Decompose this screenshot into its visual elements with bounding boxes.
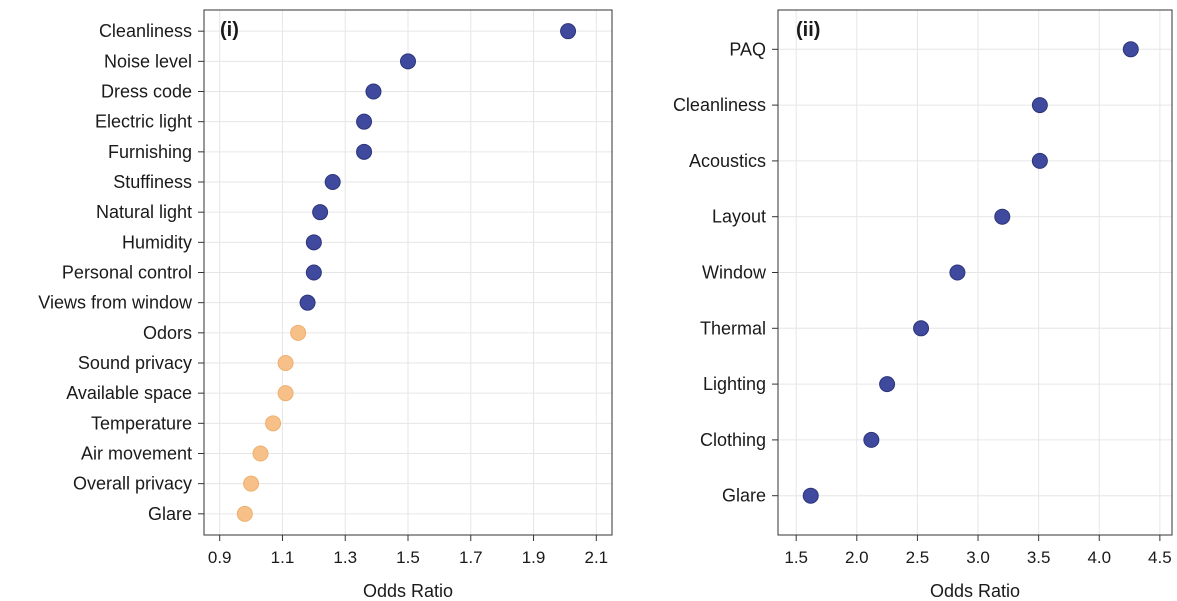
x-tick-label: 4.0 [1087,548,1111,567]
data-point [243,475,260,492]
data-point [400,53,416,70]
data-point [913,320,930,337]
x-tick-label: 1.3 [333,548,357,567]
data-point [252,445,269,462]
x-tick-label: 2.1 [584,548,608,567]
category-label: Thermal [700,318,766,338]
data-point [324,174,341,191]
x-tick-label: 1.5 [396,548,420,567]
category-label: Cleanliness [673,95,766,115]
data-point [560,23,577,40]
data-point [277,385,294,402]
data-point [356,113,373,130]
data-point [277,354,294,371]
category-label: Views from window [38,293,193,313]
x-tick-label: 2.5 [906,548,930,567]
x-tick-label: 0.9 [208,548,232,567]
category-label: Clothing [700,430,766,450]
data-point [863,431,880,448]
data-point [356,143,373,160]
category-label: PAQ [729,39,766,59]
data-point [1031,97,1048,114]
category-label: Electric light [95,112,192,132]
category-label: Window [702,263,767,283]
category-label: Layout [712,207,766,227]
category-label: Available space [66,383,192,403]
data-point [305,234,322,251]
x-tick-label: 3.0 [966,548,990,567]
data-point [290,324,307,341]
x-tick-label: 4.5 [1148,548,1172,567]
category-label: Noise level [104,51,192,71]
data-point [305,264,322,281]
data-point [299,294,316,311]
data-point [236,505,253,522]
category-label: Humidity [122,232,192,252]
category-label: Personal control [62,263,192,283]
category-label: Furnishing [108,142,192,162]
x-tick-label: 3.5 [1027,548,1051,567]
data-point [802,487,819,504]
category-label: Cleanliness [99,21,192,41]
category-label: Acoustics [689,151,766,171]
panel-i: Cleanliness Noise level Dress code Electric… [38,9,613,601]
category-label: Glare [722,486,766,506]
x-tick-label: 1.7 [459,548,483,567]
category-label: Lighting [703,374,766,394]
category-label: Sound privacy [78,353,192,373]
data-point [1031,152,1048,169]
x-axis-title: Odds Ratio [363,581,453,601]
x-axis-title: Odds Ratio [930,581,1020,601]
data-point [312,204,329,221]
x-tick-label: 1.5 [784,548,808,567]
category-label: Temperature [91,413,192,433]
data-point [949,264,966,281]
category-label: Stuffiness [113,172,192,192]
category-label: Overall privacy [73,474,192,494]
data-point [1122,41,1139,58]
category-label: Natural light [96,202,192,222]
category-label: Odors [143,323,192,343]
panel-label: (ii) [796,19,820,41]
x-tick-label: 2.0 [845,548,869,567]
data-point [879,376,896,393]
x-tick-label: 1.1 [271,548,295,567]
panel-ii: PAQ Cleanliness Acoustics Layout Window Therm… [673,9,1173,601]
x-tick-label: 1.9 [522,548,546,567]
data-point [994,208,1011,225]
data-point [365,83,382,100]
data-point [265,415,282,432]
category-label: Dress code [101,82,192,102]
panel-label: (i) [220,19,239,41]
category-label: Glare [148,504,192,524]
category-label: Air movement [81,443,192,463]
